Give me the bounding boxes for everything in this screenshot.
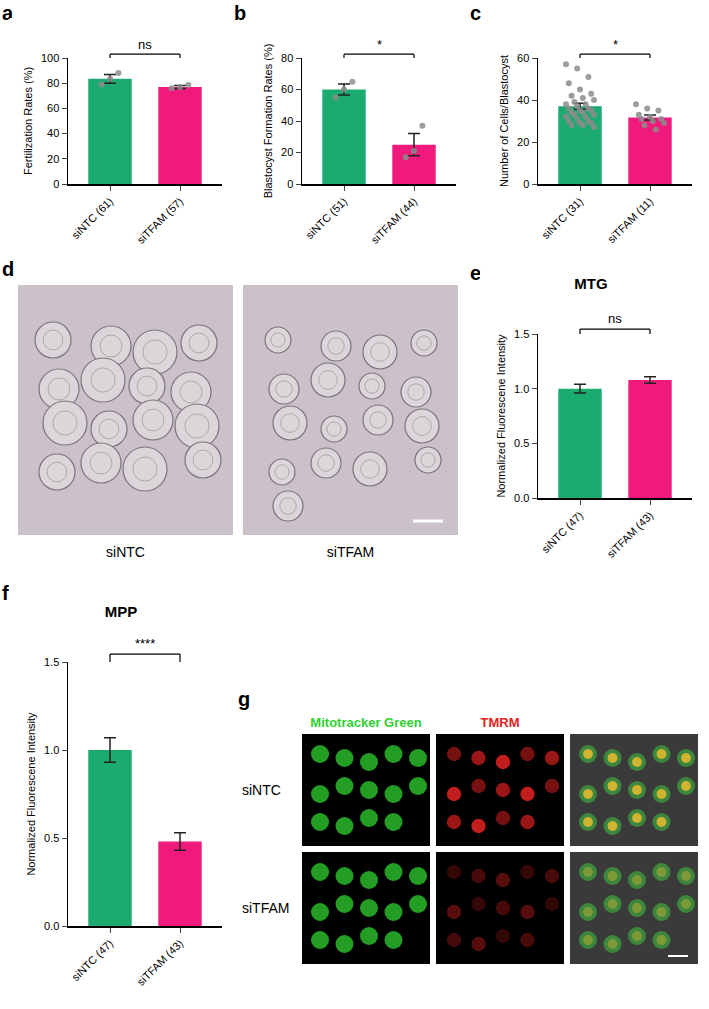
svg-text:Number of Cells/Blastocyst: Number of Cells/Blastocyst: [498, 55, 510, 187]
svg-text:siTFAM (44): siTFAM (44): [368, 195, 419, 246]
svg-text:80: 80: [47, 77, 59, 89]
svg-text:0.0: 0.0: [44, 920, 59, 932]
svg-text:siTFAM: siTFAM: [242, 900, 289, 916]
svg-text:20: 20: [281, 146, 293, 158]
svg-text:60: 60: [517, 52, 529, 64]
svg-text:60: 60: [281, 83, 293, 95]
svg-text:100: 100: [41, 52, 59, 64]
svg-text:Blastocyst Formation Rates (%): Blastocyst Formation Rates (%): [262, 44, 274, 199]
svg-text:ns: ns: [608, 311, 622, 326]
svg-text:1.5: 1.5: [44, 656, 59, 668]
html-text:e: e: [470, 262, 482, 284]
svg-text:0: 0: [523, 178, 529, 190]
svg-text:20: 20: [47, 153, 59, 165]
svg-text:ns: ns: [138, 37, 152, 52]
svg-text:siTFAM (11): siTFAM (11): [605, 195, 655, 245]
svg-text:Normalized Fluorescene Intensi: Normalized Fluorescene Intensity: [495, 334, 507, 498]
svg-text:1.0: 1.0: [514, 383, 529, 395]
svg-text:****: ****: [135, 636, 155, 651]
svg-text:0.5: 0.5: [514, 437, 529, 449]
svg-text:*: *: [377, 37, 382, 52]
svg-text:1.5: 1.5: [514, 328, 529, 340]
svg-text:siNTC (47): siNTC (47): [69, 937, 115, 983]
svg-text:0: 0: [53, 178, 59, 190]
svg-text:siNTC (51): siNTC (51): [303, 195, 349, 241]
svg-text:siTFAM: siTFAM: [327, 544, 374, 560]
html-text:f: f: [2, 582, 9, 604]
svg-text:siTFAM (57): siTFAM (57): [134, 195, 185, 246]
html-text:a: a: [2, 2, 14, 24]
svg-text:siNTC (47): siNTC (47): [539, 509, 585, 555]
svg-text:siNTC (31): siNTC (31): [539, 195, 585, 241]
html-text:c: c: [470, 2, 482, 24]
svg-text:80: 80: [281, 52, 293, 64]
svg-text:40: 40: [517, 94, 529, 106]
svg-text:siTFAM (43): siTFAM (43): [604, 509, 655, 560]
svg-text:40: 40: [281, 115, 293, 127]
svg-text:0.0: 0.0: [514, 492, 529, 504]
svg-text:*: *: [613, 37, 618, 52]
svg-text:60: 60: [47, 102, 59, 114]
svg-text:TMRM: TMRM: [481, 715, 520, 730]
svg-text:MTG: MTG: [574, 275, 607, 292]
html-text:b: b: [234, 2, 247, 24]
svg-text:Mitotracker Green: Mitotracker Green: [310, 715, 421, 730]
svg-text:siTFAM (43): siTFAM (43): [134, 937, 185, 988]
html-text:g: g: [238, 688, 251, 710]
svg-text:1.0: 1.0: [44, 744, 59, 756]
svg-text:siNTC: siNTC: [106, 544, 145, 560]
svg-text:0.5: 0.5: [44, 832, 59, 844]
svg-text:20: 20: [517, 136, 529, 148]
svg-text:Normalized Fluorescene Intensi: Normalized Fluorescene Intensity: [25, 712, 37, 876]
svg-text:siNTC: siNTC: [242, 782, 281, 798]
svg-text:40: 40: [47, 127, 59, 139]
svg-text:siNTC (61): siNTC (61): [69, 195, 115, 241]
html-text:d: d: [2, 258, 15, 280]
svg-text:0: 0: [287, 178, 293, 190]
svg-text:MPP: MPP: [105, 603, 138, 620]
svg-text:Fertilization Rates (%): Fertilization Rates (%): [22, 67, 34, 175]
